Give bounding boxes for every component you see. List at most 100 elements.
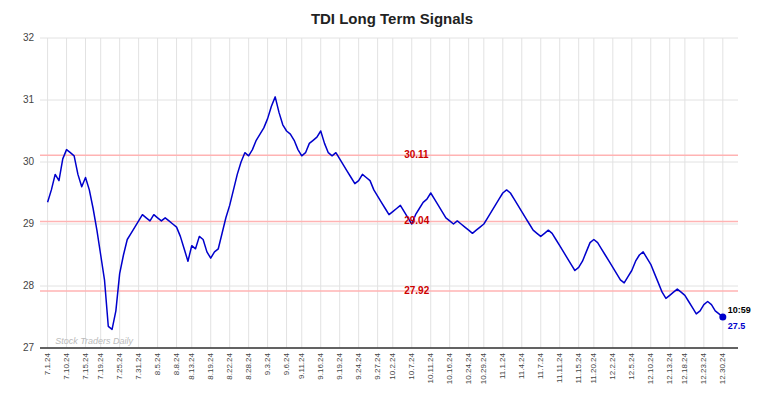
- x-grid-line: [392, 38, 393, 348]
- x-tick-label: 7.31.24: [134, 352, 143, 379]
- y-grid-line: [40, 100, 738, 101]
- x-grid-line: [85, 38, 86, 348]
- watermark: Stock Traders Daily: [55, 336, 133, 346]
- reference-line: [40, 221, 738, 223]
- y-tick-label: 27: [23, 342, 35, 353]
- x-grid-line: [66, 38, 67, 348]
- y-tick-label: 30: [23, 156, 35, 167]
- chart-container: TDI Long Term Signals 27 28 29 30 31 32 7.1.24 7…: [0, 0, 784, 398]
- x-tick-label: 12.23.24: [699, 352, 708, 384]
- y-grid-line: [40, 224, 738, 225]
- x-tick-label: 7.25.24: [115, 352, 124, 379]
- x-tick-label: 9.27.24: [373, 352, 382, 379]
- x-grid-line: [521, 38, 522, 348]
- x-grid-line: [339, 38, 340, 348]
- x-tick-label: 8.28.24: [244, 352, 253, 379]
- x-tick-label: 10.24.24: [464, 352, 473, 384]
- x-grid-line: [157, 38, 158, 348]
- x-grid-line: [358, 38, 359, 348]
- grid: [40, 38, 738, 348]
- chart-svg: TDI Long Term Signals 27 28 29 30 31 32 7.1.24 7…: [0, 0, 784, 398]
- x-tick-label: 10.16.24: [445, 352, 454, 384]
- x-grid-line: [210, 38, 211, 348]
- y-tick-label: 29: [23, 218, 35, 229]
- x-grid-line: [540, 38, 541, 348]
- x-grid-line: [468, 38, 469, 348]
- x-tick-label: 7.1.24: [43, 352, 52, 375]
- y-tick-label: 28: [23, 280, 35, 291]
- data-line: [48, 97, 723, 330]
- x-tick-label: 11.11.24: [555, 352, 564, 383]
- x-tick-label: 8.5.24: [153, 352, 162, 375]
- x-tick-label: 11.7.24: [536, 352, 545, 379]
- x-tick-label: 8.8.24: [172, 352, 181, 375]
- y-tick-label: 32: [23, 32, 35, 43]
- x-grid-line: [722, 38, 723, 348]
- x-grid-line: [612, 38, 613, 348]
- end-dot: [719, 314, 726, 321]
- x-tick-label: 10.7.24: [407, 352, 416, 379]
- data-group: [48, 97, 727, 330]
- end-time-label: 10:59: [728, 305, 751, 315]
- x-grid-line: [631, 38, 632, 348]
- x-grid-line: [411, 38, 412, 348]
- x-tick-label: 12.18.24: [680, 352, 689, 384]
- x-grid-line: [100, 38, 101, 348]
- x-grid-line: [669, 38, 670, 348]
- x-tick-label: 10.29.24: [479, 352, 488, 384]
- x-tick-label: 7.15.24: [81, 352, 90, 379]
- x-tick-label: 10.11.24: [426, 352, 435, 383]
- x-grid-line: [119, 38, 120, 348]
- x-tick-label: 9.3.24: [263, 352, 272, 375]
- x-grid-line: [248, 38, 249, 348]
- x-grid-line: [703, 38, 704, 348]
- reference-lines: [40, 155, 738, 291]
- x-grid-line: [267, 38, 268, 348]
- background: [0, 0, 784, 398]
- x-grid-line: [229, 38, 230, 348]
- x-grid-line: [191, 38, 192, 348]
- x-tick-label: 8.13.24: [187, 352, 196, 379]
- reference-line: [40, 154, 738, 156]
- x-tick-label: 11.15.24: [574, 352, 583, 383]
- x-grid-line: [47, 38, 48, 348]
- reference-line-label: 27.92: [404, 285, 429, 296]
- x-tick-label: 11.1.24: [498, 352, 507, 379]
- x-tick-label: 12.10.24: [646, 352, 655, 384]
- x-axis-line: [40, 347, 738, 349]
- y-grid-line: [40, 286, 738, 287]
- x-tick-label: 9.6.24: [282, 352, 291, 375]
- x-tick-label: 12.30.24: [718, 352, 727, 384]
- x-tick-label: 11.4.24: [517, 352, 526, 379]
- x-tick-label: 12.5.24: [627, 352, 636, 379]
- x-grid-line: [286, 38, 287, 348]
- x-grid-line: [593, 38, 594, 348]
- x-tick-label: 7.10.24: [62, 352, 71, 379]
- x-tick-label: 12.13.24: [665, 352, 674, 384]
- x-grid-line: [483, 38, 484, 348]
- x-grid-line: [559, 38, 560, 348]
- x-tick-label: 9.11.24: [297, 352, 306, 379]
- x-tick-label: 8.22.24: [225, 352, 234, 379]
- x-tick-label: 9.24.24: [354, 352, 363, 379]
- x-grid-line: [449, 38, 450, 348]
- x-grid-line: [320, 38, 321, 348]
- x-grid-line: [650, 38, 651, 348]
- x-tick-label: 12.2.24: [608, 352, 617, 379]
- title: TDI Long Term Signals: [311, 10, 473, 27]
- x-grid-line: [578, 38, 579, 348]
- y-tick-label: 31: [23, 94, 35, 105]
- x-grid-line: [176, 38, 177, 348]
- x-tick-label: 10.2.24: [388, 352, 397, 379]
- reference-line-label: 29.04: [404, 215, 429, 226]
- x-tick-label: 7.19.24: [96, 352, 105, 379]
- y-grid-line: [40, 38, 738, 39]
- end-value-label: 27.5: [728, 321, 746, 331]
- x-grid-line: [684, 38, 685, 348]
- x-grid-line: [138, 38, 139, 348]
- y-grid-line: [40, 162, 738, 163]
- x-grid-line: [301, 38, 302, 348]
- x-grid-line: [377, 38, 378, 348]
- x-tick-label: 11.20.24: [589, 352, 598, 383]
- y-grid-line: [40, 348, 738, 349]
